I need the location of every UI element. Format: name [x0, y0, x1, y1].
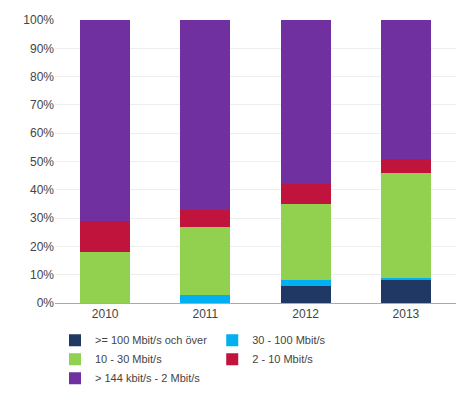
- svg-text:80%: 80%: [30, 70, 54, 84]
- svg-text:50%: 50%: [30, 155, 54, 169]
- svg-text:> 144 kbit/s - 2 Mbit/s: > 144 kbit/s - 2 Mbit/s: [95, 372, 200, 384]
- svg-text:30%: 30%: [30, 211, 54, 225]
- svg-text:2011: 2011: [192, 307, 218, 321]
- svg-text:30 - 100 Mbit/s: 30 - 100 Mbit/s: [252, 334, 325, 346]
- svg-text:100%: 100%: [23, 13, 54, 27]
- svg-text:>= 100 Mbit/s och över: >= 100 Mbit/s och över: [95, 334, 207, 346]
- svg-text:40%: 40%: [30, 183, 54, 197]
- svg-text:2 - 10 Mbit/s: 2 - 10 Mbit/s: [252, 353, 313, 365]
- svg-text:60%: 60%: [30, 126, 54, 140]
- svg-text:10%: 10%: [30, 268, 54, 282]
- svg-text:0%: 0%: [37, 296, 55, 310]
- svg-text:20%: 20%: [30, 240, 54, 254]
- svg-text:2012: 2012: [292, 307, 319, 321]
- svg-text:90%: 90%: [30, 42, 54, 56]
- svg-text:10 - 30 Mbit/s: 10 - 30 Mbit/s: [95, 353, 162, 365]
- svg-text:2010: 2010: [92, 307, 119, 321]
- svg-text:2013: 2013: [393, 307, 420, 321]
- svg-text:70%: 70%: [30, 98, 54, 112]
